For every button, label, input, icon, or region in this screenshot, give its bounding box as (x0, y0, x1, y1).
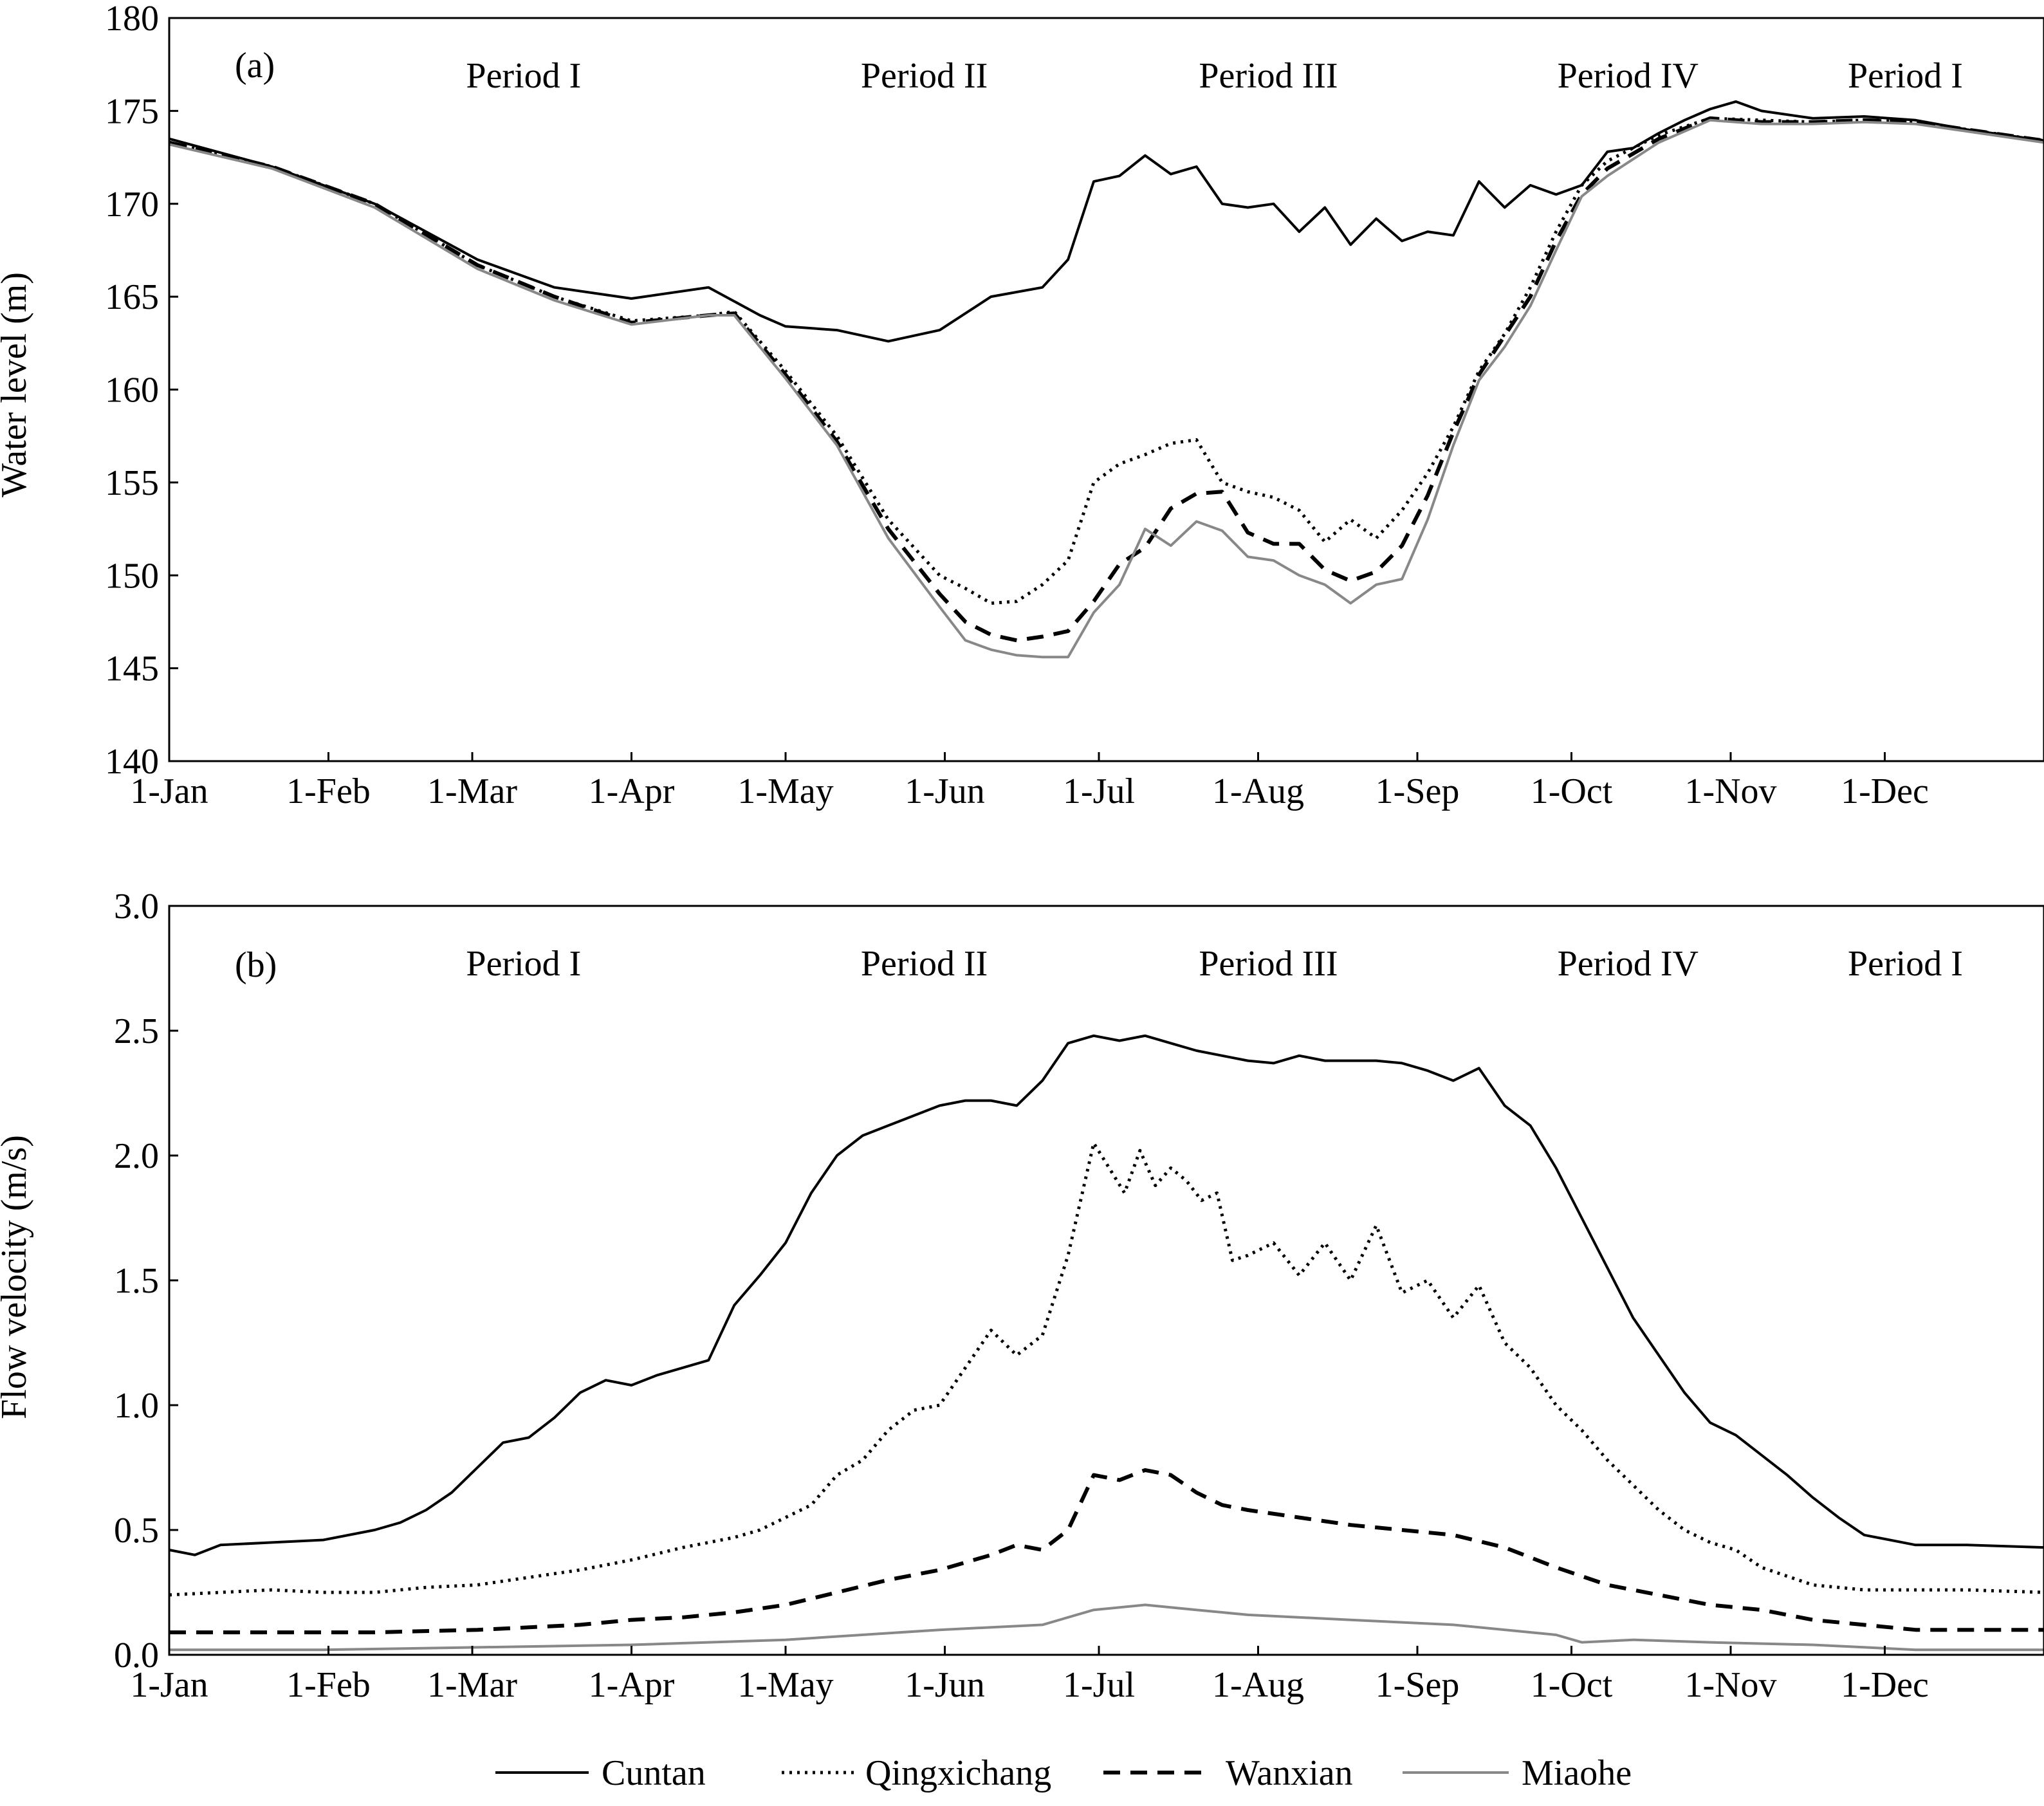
series-line-qingxichang-b (169, 1141, 2044, 1597)
plot-frame-b (168, 905, 2044, 1656)
plot-frame-a (168, 17, 2044, 762)
y-tick-label-a: 140 (105, 742, 159, 782)
axes-b: 0.0 0.5 1.0 1.5 2.0 2.5 3.0 1-Jan 1-Feb 1-Mar 1-Ap… (114, 887, 2044, 1705)
y-tick-label-a: 145 (105, 649, 159, 689)
x-tick-label-a: 1-Jan (130, 771, 208, 811)
x-tick-label-b: 1-Apr (589, 1665, 675, 1705)
x-tick-label-a: 1-Sep (1376, 771, 1460, 811)
y-tick-label-b: 1.0 (114, 1386, 159, 1426)
x-tick-label-b: 1-Dec (1841, 1665, 1929, 1705)
y-tick-label-b: 2.0 (114, 1136, 159, 1176)
y-tick-label-b: 3.0 (114, 887, 159, 926)
y-tick-label-a: 155 (105, 463, 159, 503)
period-label-a: Period IV (1558, 56, 1699, 96)
y-tick-label-a: 170 (105, 185, 159, 225)
series-lines-b (169, 1034, 2044, 1652)
x-tick-label-a: 1-Apr (589, 771, 675, 811)
period-label-b: Period I (1848, 944, 1963, 984)
series-line-qingxichang-a (169, 116, 2044, 605)
x-tick-label-b: 1-Mar (427, 1665, 517, 1705)
period-label-b: Period II (861, 944, 988, 984)
y-tick-label-b: 0.0 (114, 1636, 159, 1675)
axes-a: 140 145 150 155 160 165 170 175 180 1-Jan 1-Feb 1-M… (105, 0, 2044, 811)
period-label-a: Period I (466, 56, 581, 96)
series-line-wanxian-b (169, 1468, 2044, 1635)
period-label-a: Period I (1848, 56, 1963, 96)
series-line-wanxian-a (169, 116, 2044, 643)
x-tick-label-b: 1-Feb (286, 1665, 371, 1705)
y-axis-title-a: Water level (m) (0, 272, 34, 497)
period-label-a: Period II (861, 56, 988, 96)
y-axis-title-b: Flow velocity (m/s) (0, 1135, 34, 1419)
x-tick-label-b: 1-May (737, 1665, 833, 1705)
y-tick-label-a: 160 (105, 371, 159, 410)
legend-label-wanxian: Wanxian (1226, 1753, 1353, 1793)
y-tick-label-a: 150 (105, 556, 159, 596)
legend-label-qingxichang: Qingxichang (865, 1753, 1051, 1793)
x-tick-label-b: 1-Aug (1212, 1665, 1304, 1705)
x-tick-label-b: 1-Jun (905, 1665, 984, 1705)
panel-b-flow-velocity: (b) Period I Period II Period III Period IV… (0, 887, 2044, 1705)
x-tick-label-a: 1-Dec (1841, 771, 1929, 811)
y-tick-label-a: 165 (105, 277, 159, 317)
period-label-b: Period I (466, 944, 581, 984)
x-tick-label-b: 1-Oct (1531, 1665, 1613, 1705)
x-tick-label-a: 1-Feb (286, 771, 371, 811)
x-tick-label-b: 1-Nov (1684, 1665, 1776, 1705)
x-tick-label-a: 1-Jun (905, 771, 984, 811)
y-tick-label-b: 1.5 (114, 1261, 159, 1301)
period-labels-a: Period I Period II Period III Period IV Peri… (466, 56, 1962, 96)
series-line-cuntan-a (169, 100, 2044, 343)
y-tick-label-b: 0.5 (114, 1511, 159, 1551)
series-line-miaohe-a (169, 118, 2044, 659)
period-label-b: Period IV (1558, 944, 1699, 984)
y-tick-label-a: 175 (105, 91, 159, 131)
x-tick-label-a: 1-Jul (1063, 771, 1135, 811)
y-tick-label-b: 2.5 (114, 1011, 159, 1051)
y-tick-label-a: 180 (105, 0, 159, 39)
series-line-miaohe-b (169, 1603, 2044, 1652)
period-labels-b: Period I Period II Period III Period IV Peri… (466, 944, 1962, 984)
x-tick-label-a: 1-Mar (427, 771, 517, 811)
x-tick-label-a: 1-May (737, 771, 833, 811)
period-label-b: Period III (1199, 944, 1338, 984)
x-tick-label-b: 1-Sep (1376, 1665, 1460, 1705)
x-tick-label-a: 1-Oct (1531, 771, 1613, 811)
legend-label-miaohe: Miaohe (1522, 1753, 1632, 1793)
x-tick-label-b: 1-Jul (1063, 1665, 1135, 1705)
period-label-a: Period III (1199, 56, 1338, 96)
legend: Cuntan Qingxichang Wanxian Miaohe (495, 1753, 1632, 1793)
panel-label-b: (b) (235, 945, 277, 985)
x-tick-label-a: 1-Aug (1212, 771, 1304, 811)
legend-label-cuntan: Cuntan (602, 1753, 706, 1793)
x-tick-label-a: 1-Nov (1684, 771, 1776, 811)
series-line-cuntan-b (169, 1034, 2044, 1556)
panel-label-a: (a) (235, 46, 275, 86)
x-tick-label-b: 1-Jan (130, 1665, 208, 1705)
panel-a-water-level: (a) Period I Period II Period III Period IV… (0, 0, 2044, 811)
series-lines-a (169, 100, 2044, 659)
